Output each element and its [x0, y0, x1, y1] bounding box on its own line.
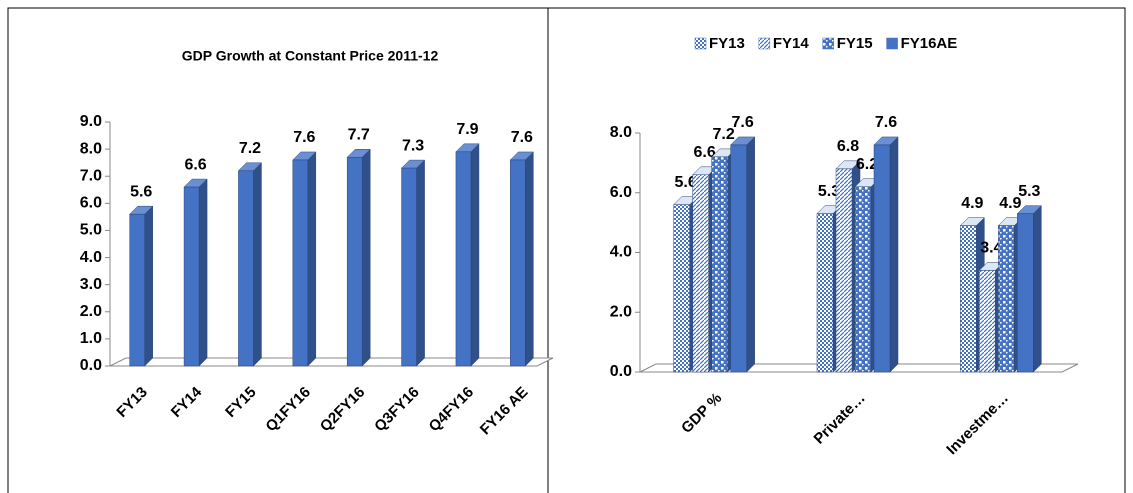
value-label: 7.6 [732, 114, 754, 131]
bar [673, 204, 690, 373]
x-tick-label: Investme… [943, 390, 1012, 459]
x-tick-label: GDP % [678, 390, 725, 437]
bar [854, 186, 872, 373]
bar-side [470, 143, 480, 367]
legend-swatch [758, 37, 771, 50]
bar-side [1033, 205, 1042, 373]
value-label: 7.3 [402, 137, 424, 154]
bar [183, 186, 200, 367]
bar [238, 170, 254, 367]
value-label: 5.3 [818, 183, 840, 200]
value-label: 7.7 [348, 126, 370, 143]
bar [510, 159, 526, 367]
value-label: 6.2 [856, 156, 878, 173]
bar [979, 270, 996, 373]
y-tick-label: 9.0 [80, 113, 102, 130]
x-tick-label: Q3FY16 [371, 384, 423, 436]
legend-label: FY16AE [901, 35, 958, 52]
y-tick-label: 6.0 [610, 184, 632, 201]
x-tick-label: FY14 [168, 383, 206, 421]
x-tick-label: FY15 [222, 384, 259, 421]
bar [960, 225, 977, 373]
x-tick-label: Private… [811, 390, 869, 448]
bar-side [198, 178, 208, 367]
bar-side [889, 136, 899, 373]
bar [816, 213, 834, 373]
bar [730, 144, 747, 373]
legend-swatch [886, 37, 898, 50]
bar [1017, 213, 1034, 373]
y-tick-label: 0.0 [80, 357, 102, 374]
bar-side [746, 136, 755, 373]
value-label: 6.6 [694, 144, 716, 161]
floor [109, 357, 554, 367]
value-label: 4.9 [961, 195, 983, 212]
value-label: 7.6 [511, 129, 533, 146]
value-label: 7.6 [293, 129, 315, 146]
value-label: 6.8 [837, 138, 859, 155]
legend-label: FY13 [709, 35, 745, 52]
y-tick-label: 7.0 [80, 167, 102, 184]
bar [692, 174, 709, 373]
value-label: 7.6 [875, 114, 897, 131]
bar [346, 156, 363, 367]
value-label: 5.3 [1018, 183, 1040, 200]
bar-side [361, 148, 371, 367]
bar [711, 156, 728, 373]
value-label: 4.9 [999, 195, 1021, 212]
x-tick-label: Q4FY16 [426, 384, 478, 436]
y-tick-label: 2.0 [610, 303, 632, 320]
value-label: 6.6 [184, 156, 206, 173]
bar-side [525, 151, 534, 367]
bar-side [416, 159, 425, 367]
y-tick-label: 8.0 [80, 140, 102, 157]
chart-title: GDP Growth at Constant Price 2011-12 [182, 48, 439, 64]
legend-label: FY15 [837, 35, 873, 52]
y-tick-label: 8.0 [610, 124, 632, 141]
value-label: 5.6 [130, 183, 152, 200]
legend-label: FY14 [773, 35, 810, 52]
y-tick-label: 1.0 [80, 330, 102, 347]
y-tick-label: 5.0 [80, 222, 102, 239]
bar [129, 213, 145, 367]
x-tick-label: FY13 [113, 384, 150, 421]
y-tick-label: 0.0 [610, 363, 632, 380]
bar [835, 168, 853, 373]
y-tick-label: 6.0 [80, 195, 102, 212]
y-tick-label: 2.0 [80, 303, 102, 320]
bar [401, 167, 417, 367]
bar [455, 151, 472, 367]
legend-swatch [694, 37, 707, 50]
bar-side [307, 151, 317, 367]
bar-side [144, 205, 153, 367]
legend-swatch [822, 37, 834, 50]
x-tick-label: Q2FY16 [317, 384, 369, 436]
frame [7, 7, 1126, 493]
bar [292, 159, 309, 367]
value-label: 3.4 [980, 240, 1002, 257]
value-label: 7.2 [239, 140, 261, 157]
y-tick-label: 4.0 [80, 249, 102, 266]
x-tick-label: FY16 AE [477, 384, 532, 439]
bar [998, 225, 1015, 373]
x-tick-label: Q1FY16 [262, 384, 314, 436]
value-label: 7.9 [456, 121, 478, 138]
bar [873, 144, 891, 373]
value-label: 7.2 [713, 126, 735, 143]
value-label: 5.6 [675, 174, 697, 191]
bar-side [253, 162, 262, 367]
y-tick-label: 3.0 [80, 276, 102, 293]
y-tick-label: 4.0 [610, 244, 632, 261]
